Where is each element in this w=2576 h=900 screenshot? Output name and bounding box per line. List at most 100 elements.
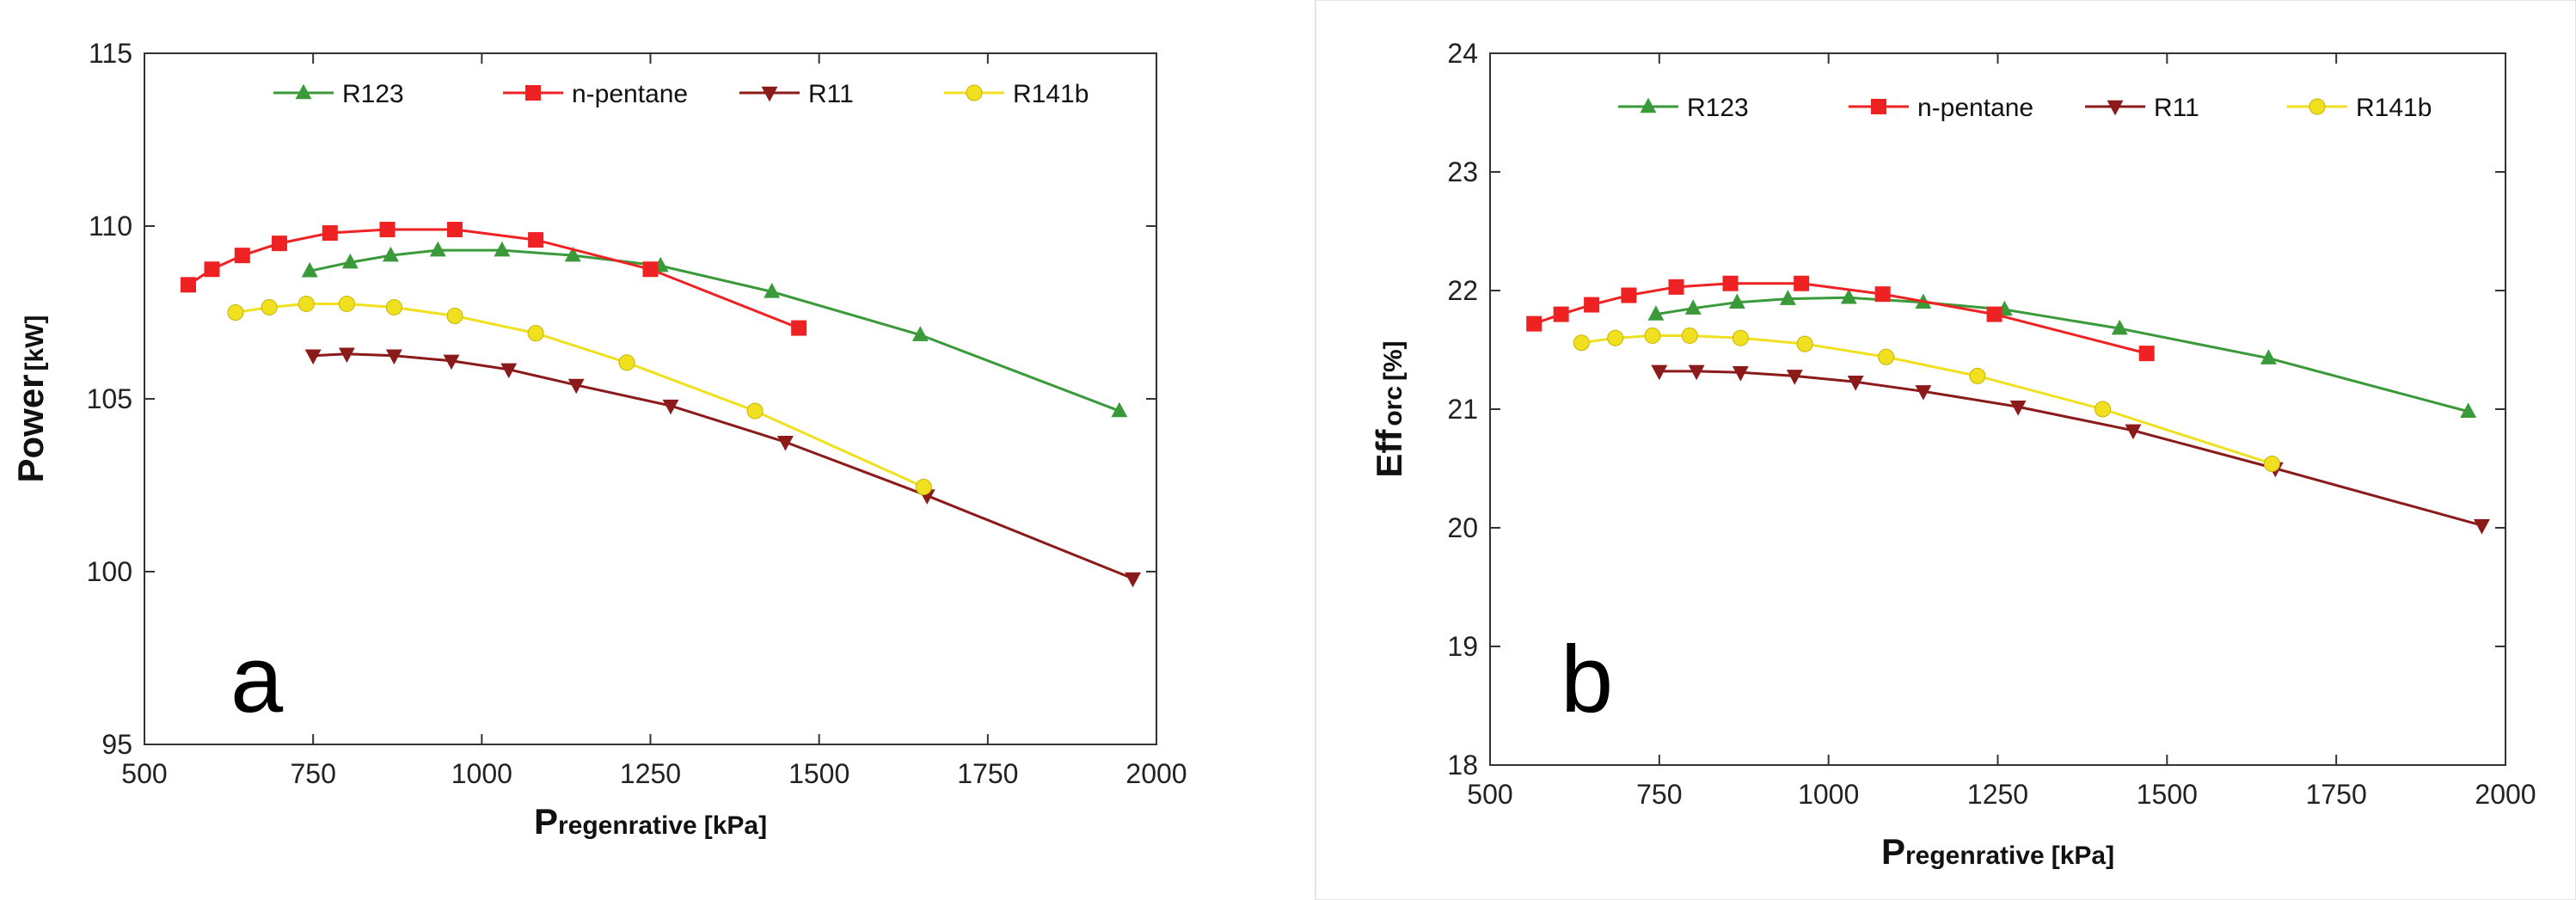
panel-a-series-r123-point [382,246,399,262]
panel-b-series-r11-point [1651,364,1668,381]
panel-a-y-tick-label: 100 [87,556,132,587]
panel-b-series-n-pentane-point [1874,286,1891,303]
panel-b-y-axis-title: Eff orc [%] [1369,340,1409,477]
panel-b-y-axis-title-unit: [%] [1379,340,1408,381]
panel-b-legend-label: n-pentane [1917,94,2033,122]
panel-a-x-tick-label: 2000 [1125,758,1187,789]
panel-b-y-tick-label: 23 [1447,156,1478,187]
panel-b-x-tick-label: 750 [1636,779,1682,810]
panel-a-series-n-pentane-point [271,236,287,252]
panel-a-series-r141b-line [235,302,924,488]
panel-a-series-r11-point [338,347,355,364]
panel-b-series-n-pentane-point [1584,297,1600,313]
panel-a-series-n-pentane-line [187,228,800,329]
panel-a-series-r141b-point [527,325,544,342]
panel-a-series-r11-point [304,349,322,365]
panel-a-series-n-pentane-point [446,222,463,238]
panel-b-series-n-pentane-point [1668,279,1684,295]
panel-b-y-tick-label: 21 [1447,394,1478,425]
panel-a-series-r141b-point [915,479,932,496]
panel-a-legend-label: R141b [1013,80,1089,108]
panel-b-series-r123-point [2260,349,2277,364]
panel-b-legend-marker [1871,99,1886,114]
panel-a-series-r141b-point [446,308,463,325]
panel-a-legend-marker [761,86,778,102]
panel-a-y-axis-title-sub: [kW] [21,315,49,370]
panel-b-series-r11-point [1688,364,1705,381]
panel-a-series-r123-point [764,283,781,298]
panel-a-series-n-pentane-point [204,261,220,278]
panel-a-series-n-pentane-point [379,222,396,238]
panel-a-series-r123-point [429,241,446,257]
panel-a-series-r141b-point [338,295,355,312]
panel-b-series-n-pentane [1526,275,2155,362]
panel-b-y-tick-label: 19 [1447,631,1478,662]
panel-b-x-tick-label: 1500 [2137,779,2198,810]
panel-a-series-r123-line [309,248,1120,413]
panel-a-series-r11 [304,347,1141,588]
panel-a-x-tick-label: 500 [121,758,167,789]
panel-a-x-axis-title-unit: [kPa] [704,811,767,840]
panel-a-series-n-pentane-point [322,225,338,242]
panel-b-y-tick-label: 20 [1447,512,1478,543]
panel-a-legend-marker [295,83,312,100]
panel-a-x-tick-label: 1750 [957,758,1018,789]
panel-b-series-r141b-point [1796,335,1813,352]
panel-b-frame [1315,0,2576,900]
panel-a-series-n-pentane [181,222,807,336]
panel-a-series-n-pentane-point [181,277,197,293]
panel-b-series-r123-point [1840,288,1857,304]
panel-a-series-r123-point [494,241,511,257]
panel-a-x-axis-title: Pregenrative [kPa] [534,801,767,842]
panel-a-series-r141b-point [227,304,244,321]
panel-a-legend-label: R123 [342,80,404,108]
panel-b-legend-item-r123: R123 [1618,94,1749,122]
panel-b-series-r141b-point [1644,327,1661,344]
panel-a-series-r123-point [911,326,929,341]
panel-a-series-r11-line [313,352,1134,580]
panel-a-series-r141b-point [261,298,278,315]
panel-a-series-n-pentane-point [642,261,659,278]
panel-a-y-axis-title: Power [kW] [10,315,51,482]
panel-b-series-r11-point [1847,376,1864,391]
panel-b-x-axis-title-main: P [1881,831,1905,872]
panel-b-x-axis-title-sub: regenrative [1905,842,2045,870]
panel-b-x-tick-label: 1750 [2306,779,2367,810]
panel-b-y-tick-label: 18 [1447,750,1478,781]
panel-b-series-r123-point [1647,305,1665,321]
panel-a-legend-item-r11: R11 [739,80,854,108]
panel-b-series-n-pentane-point [1526,315,1543,332]
panel-a-x-tick-label: 1500 [788,758,849,789]
panel-a-series-r11-point [662,399,679,415]
panel-b-series-r11-point [1915,385,1932,401]
panel-b-series-r11-line [1659,370,2482,527]
panel-a-x-tick-label: 1000 [451,758,512,789]
panel-b-series-n-pentane-point [2138,346,2155,362]
panel-b-series-r141b-line [1581,334,2272,465]
panel-a-series-r141b [227,295,932,496]
panel-a-series-r141b-point [385,298,402,315]
panel-a-x-axis-title-sub: regenrative [558,811,697,840]
panel-a-series-r11-point [567,378,585,395]
panel-b-x-tick-label: 2000 [2475,779,2536,810]
panel-a-series-r11-point [1125,572,1141,588]
panel-b-series-r11-point [1732,366,1749,382]
panel-a-series-r11-point [443,354,460,370]
panel-b-legend-label: R11 [2154,94,2199,122]
panel-b-legend-label: R123 [1687,94,1749,122]
panel-a-y-tick-label: 110 [89,211,132,242]
panel-b-series-r11-point [2125,424,2142,440]
panel-a-x-tick-label: 750 [290,758,335,789]
panel-a-legend-marker [966,84,983,101]
panel-a-series-n-pentane-point [791,320,807,336]
panel-a-panel-letter: a [230,627,284,732]
panel-b-series-r123-point [2111,319,2128,335]
panel-a-series-r123-point [301,261,318,278]
panel-a-series-r11-point [776,436,794,451]
panel-b-series-r141b-point [1681,327,1698,344]
panel-a-legend-label: R11 [808,80,854,108]
panel-a-series-r11-point [385,349,402,365]
panel-b-series-r11-point [2473,519,2490,535]
panel-b-series-r141b-point [1969,367,1986,384]
panel-b-series-n-pentane-point [1621,287,1637,303]
